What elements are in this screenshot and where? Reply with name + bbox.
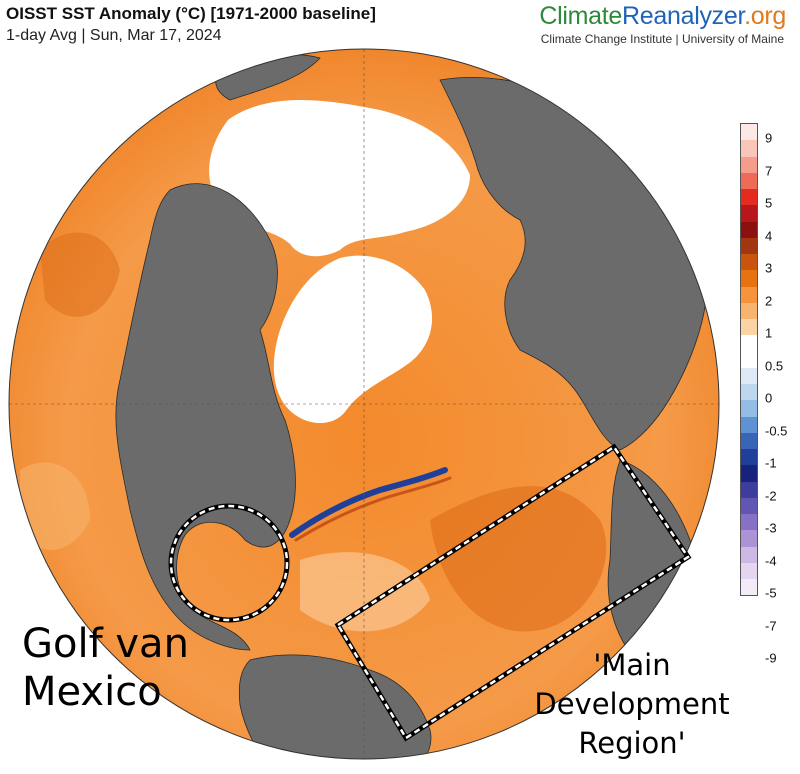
brand-logo-part-climate: Climate — [539, 2, 623, 30]
colorbar-tick-label: 3 — [765, 260, 773, 276]
warm-anomaly-patch — [40, 232, 120, 317]
colorbar-segment — [741, 432, 757, 449]
map-title: OISST SST Anomaly (°C) [1971-2000 baseli… — [6, 4, 376, 23]
colorbar-tick-label: -2 — [765, 488, 777, 503]
colorbar-tick-label: -5 — [765, 585, 777, 601]
colorbar-segment — [741, 351, 757, 368]
colorbar-tick-label: -0.5 — [765, 423, 788, 438]
colorbar-tick-label: 4 — [765, 228, 773, 243]
annotation-main-development-region: 'Main Development Region' — [520, 646, 744, 763]
colorbar-segment — [741, 221, 757, 238]
colorbar-segment — [741, 319, 757, 336]
south-america-landmass — [238, 654, 432, 759]
colorbar — [740, 123, 758, 597]
main-development-region-highlight-dashes — [336, 445, 690, 740]
colorbar-tick-label: 2 — [765, 293, 773, 308]
colorbar-segment — [741, 465, 757, 482]
colorbar-tick-label: -1 — [765, 455, 777, 471]
colorbar-segment — [741, 367, 757, 384]
globe-content — [9, 49, 719, 759]
colorbar-segment — [741, 140, 757, 157]
brand-logo-part-org: .org — [744, 2, 786, 30]
gulf-stream-warm-band — [294, 476, 452, 542]
annotation-gulf-line: Mexico — [22, 669, 162, 715]
colorbar-segment — [741, 254, 757, 271]
warm-anomaly-patch — [430, 486, 607, 632]
globe-outline — [8, 48, 720, 760]
colorbar-tick-label: 0.5 — [765, 358, 784, 373]
colorbar-segment — [741, 172, 757, 189]
colorbar-segment — [741, 546, 757, 563]
colorbar-tick-label: 1 — [765, 325, 773, 341]
colorbar-segment — [741, 205, 757, 222]
greenland-ice — [273, 255, 433, 424]
colorbar-tick-label: -7 — [765, 618, 777, 633]
colorbar-segment — [741, 189, 757, 206]
map-subtitle: 1-day Avg | Sun, Mar 17, 2024 — [6, 27, 222, 44]
colorbar-segment — [741, 449, 757, 466]
annotation-mdr-line: Region' — [578, 726, 686, 760]
annotation-gulf-line: Golf van — [22, 621, 189, 667]
colorbar-segment — [741, 270, 757, 287]
colorbar-segment — [741, 286, 757, 303]
colorbar-segment — [741, 302, 757, 319]
colorbar-tick-label: 5 — [765, 195, 773, 211]
colorbar-segment — [741, 416, 757, 433]
colorbar-segment — [741, 335, 757, 352]
light-anomaly-patch — [300, 552, 430, 632]
colorbar-segment — [741, 562, 757, 579]
colorbar-segment — [741, 124, 757, 141]
warm-anomaly-patch — [20, 462, 90, 550]
annotation-mdr-line: 'Main — [593, 648, 671, 682]
colorbar-segment — [741, 579, 757, 596]
north-america-landmass — [115, 183, 296, 651]
annotation-gulf-of-mexico: Golf van Mexico — [22, 620, 189, 716]
gulf-stream-cold-band — [289, 467, 448, 538]
colorbar-segment — [741, 400, 757, 417]
brand-subtitle: Climate Change Institute | University of… — [540, 32, 784, 46]
colorbar-tick-label: -9 — [765, 650, 777, 666]
colorbar-segment — [741, 497, 757, 514]
colorbar-tick-label: 0 — [765, 390, 773, 406]
brand-logo-part-reanalyzer: Reanalyzer — [622, 2, 745, 30]
brand-logo[interactable]: ClimateReanalyzer.org — [539, 2, 786, 31]
colorbar-segment — [741, 530, 757, 547]
colorbar-segment — [741, 237, 757, 254]
colorbar-tick-label: 7 — [765, 163, 773, 178]
colorbar-tick-label: -4 — [765, 553, 777, 568]
colorbar-segment — [741, 514, 757, 531]
colorbar-segment — [741, 481, 757, 498]
colorbar-tick-label: 9 — [765, 130, 773, 146]
colorbar-segment — [741, 156, 757, 173]
annotation-mdr-line: Development — [534, 687, 730, 721]
gulf-of-mexico-highlight-dashes — [169, 504, 289, 622]
arctic-sea-ice — [209, 100, 470, 257]
colorbar-segment — [741, 384, 757, 401]
colorbar-tick-label: -3 — [765, 520, 777, 536]
